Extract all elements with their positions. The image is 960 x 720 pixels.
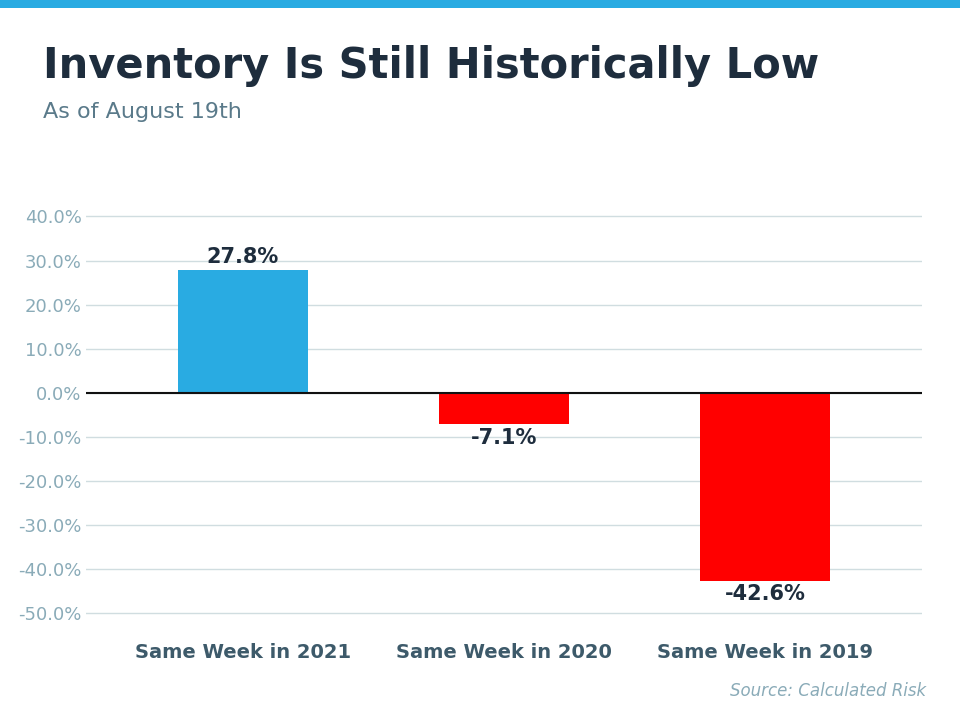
Text: 27.8%: 27.8%	[206, 247, 279, 266]
Text: As of August 19th: As of August 19th	[43, 102, 242, 122]
Bar	[700, 393, 830, 580]
Text: Source: Calculated Risk: Source: Calculated Risk	[731, 682, 926, 700]
Bar	[178, 270, 308, 393]
Bar	[439, 393, 569, 424]
Text: Inventory Is Still Historically Low: Inventory Is Still Historically Low	[43, 45, 820, 86]
Text: -42.6%: -42.6%	[725, 584, 805, 604]
Text: -7.1%: -7.1%	[470, 428, 538, 448]
